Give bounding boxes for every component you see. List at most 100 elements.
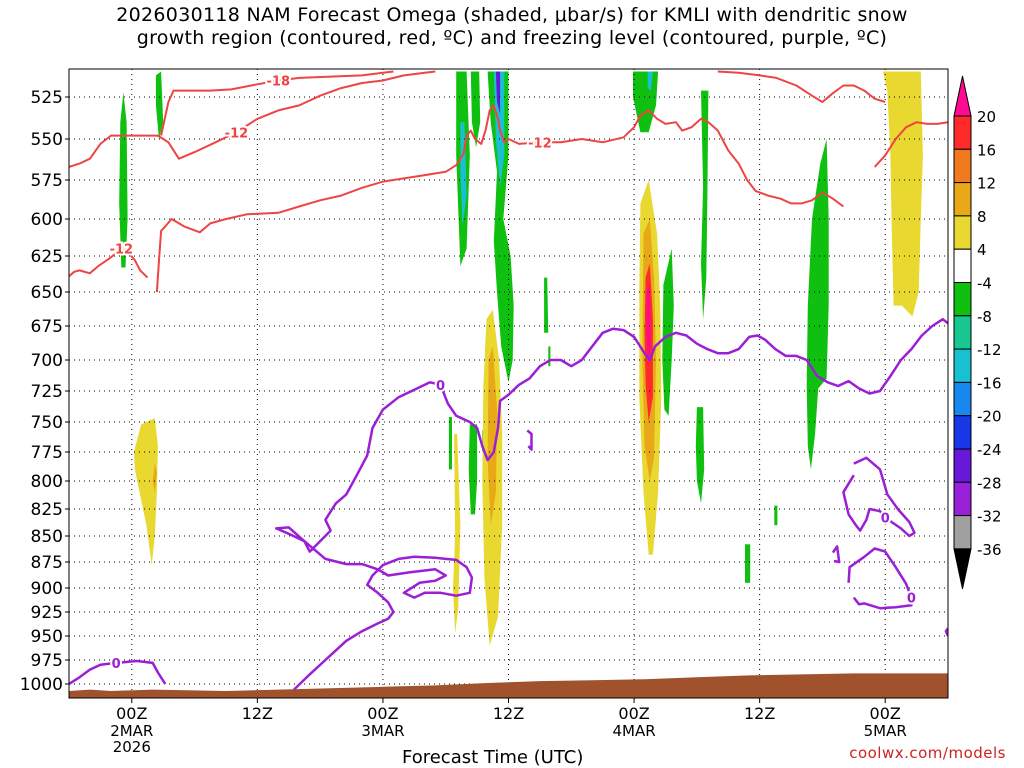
- omega-region: [646, 284, 651, 367]
- x-tick-label: 00Z: [367, 704, 398, 723]
- colorbar-band: [953, 282, 972, 317]
- contour-label: -18: [267, 74, 291, 89]
- x-tick-sublabel: 3MAR: [361, 722, 404, 740]
- x-tick-sublabel: 2026: [113, 738, 151, 756]
- contour-line: [717, 70, 886, 103]
- colorbar-band: [953, 348, 972, 383]
- chart-title-line2: growth region (contoured, red, ºC) and f…: [136, 27, 888, 49]
- omega-region: [495, 71, 501, 114]
- x-tick-label: 12Z: [242, 704, 273, 723]
- omega-region: [152, 463, 157, 493]
- contour-line: [831, 545, 841, 564]
- chart-title: 2026030118 NAM Forecast Omega (shaded, μ…: [0, 4, 1024, 50]
- contour-line: [842, 456, 916, 538]
- omega-region: [774, 505, 778, 526]
- terrain-area: [69, 673, 948, 698]
- chart-title-line1: 2026030118 NAM Forecast Omega (shaded, μ…: [116, 4, 908, 26]
- colorbar-label: -28: [977, 474, 1002, 492]
- colorbar-label: 8: [977, 208, 987, 226]
- omega-region: [701, 90, 709, 320]
- x-tick-sublabel: 4MAR: [612, 722, 655, 740]
- y-tick-label: 700: [31, 351, 63, 371]
- colorbar-band: [953, 415, 972, 450]
- y-tick-label: 675: [31, 317, 63, 337]
- omega-region: [119, 91, 128, 268]
- colorbar-band: [953, 248, 972, 283]
- omega-region: [468, 424, 478, 515]
- colorbar-label: -32: [977, 508, 1002, 526]
- x-tick-sublabel: 2MAR: [110, 722, 153, 740]
- contour-labels: -18 -12 -12 -12 0 0 0 0: [108, 72, 918, 673]
- colorbar-band: [953, 481, 972, 517]
- colorbar-label: 20: [977, 108, 996, 126]
- colorbar-label: -16: [977, 374, 1002, 392]
- omega-region: [448, 417, 452, 470]
- colorbar-label: 12: [977, 175, 996, 193]
- omega-region: [155, 71, 164, 139]
- contour-label: 0: [436, 379, 445, 394]
- colorbar-top-arrow: [953, 75, 972, 117]
- colorbar-band: [953, 448, 972, 483]
- y-tick-label: 975: [31, 651, 63, 671]
- y-tick-label: 875: [31, 553, 63, 573]
- x-tick-label: 12Z: [744, 704, 775, 723]
- omega-region: [544, 277, 549, 333]
- colorbar-label: -4: [977, 275, 992, 293]
- contour-line: [69, 70, 436, 168]
- colorbar-band: [953, 182, 972, 217]
- contour-label: 0: [112, 657, 121, 672]
- omega-region: [883, 71, 923, 317]
- y-tick-label: 625: [31, 247, 63, 267]
- contour-line: [847, 547, 913, 610]
- colorbar-label: -20: [977, 408, 1002, 426]
- contour-label: -12: [225, 126, 249, 141]
- y-axis: 525 550 575 600 625 650 675 700 725 750 775 800 825 8…: [20, 88, 69, 695]
- y-tick-label: 925: [31, 603, 63, 623]
- contour-line: [69, 659, 167, 686]
- y-tick-label: 900: [31, 579, 63, 599]
- y-tick-label: 525: [31, 88, 63, 108]
- y-tick-label: 600: [31, 210, 63, 230]
- colorbar-label: 4: [977, 241, 987, 259]
- contour-line: [873, 121, 948, 168]
- colorbar-band: [953, 315, 972, 350]
- colorbar-label: -12: [977, 341, 1002, 359]
- y-tick-label: 950: [31, 627, 63, 647]
- watermark: coolwx.com/models: [849, 744, 1006, 762]
- x-tick-label: 12Z: [493, 704, 524, 723]
- contour-line: [160, 70, 394, 136]
- contour-label: 0: [907, 592, 916, 607]
- contour-label: -12: [528, 136, 552, 151]
- terrain-fill: [69, 673, 948, 698]
- y-tick-label: 825: [31, 500, 63, 520]
- freezing-level-contours: [69, 317, 948, 691]
- contour-line: [526, 429, 533, 451]
- y-tick-label: 650: [31, 283, 63, 303]
- omega-region: [470, 71, 481, 148]
- snow-growth-contours: [69, 70, 948, 293]
- x-tick-label: 00Z: [116, 704, 147, 723]
- colorbar-label: -24: [977, 441, 1002, 459]
- omega-region: [453, 434, 461, 634]
- contour-label: 0: [881, 512, 890, 527]
- colorbar-label: -8: [977, 308, 992, 326]
- omega-region: [487, 71, 514, 383]
- omega-region: [662, 248, 674, 416]
- colorbar-label: -36: [977, 541, 1002, 559]
- colorbar-band: [953, 381, 972, 417]
- contour-line: [69, 247, 149, 279]
- omega-region: [548, 346, 551, 367]
- omega-region: [695, 407, 705, 504]
- colorbar-band: [953, 148, 972, 184]
- x-axis-label: Forecast Time (UTC): [402, 747, 584, 768]
- x-tick-sublabel: 5MAR: [864, 722, 907, 740]
- y-tick-label: 725: [31, 382, 63, 402]
- omega-region: [647, 71, 653, 91]
- colorbar-bottom-arrow: [953, 548, 972, 590]
- contour-label: -12: [110, 243, 134, 258]
- contour-line: [155, 104, 844, 293]
- omega-region: [133, 418, 158, 566]
- x-tick-label: 00Z: [870, 704, 901, 723]
